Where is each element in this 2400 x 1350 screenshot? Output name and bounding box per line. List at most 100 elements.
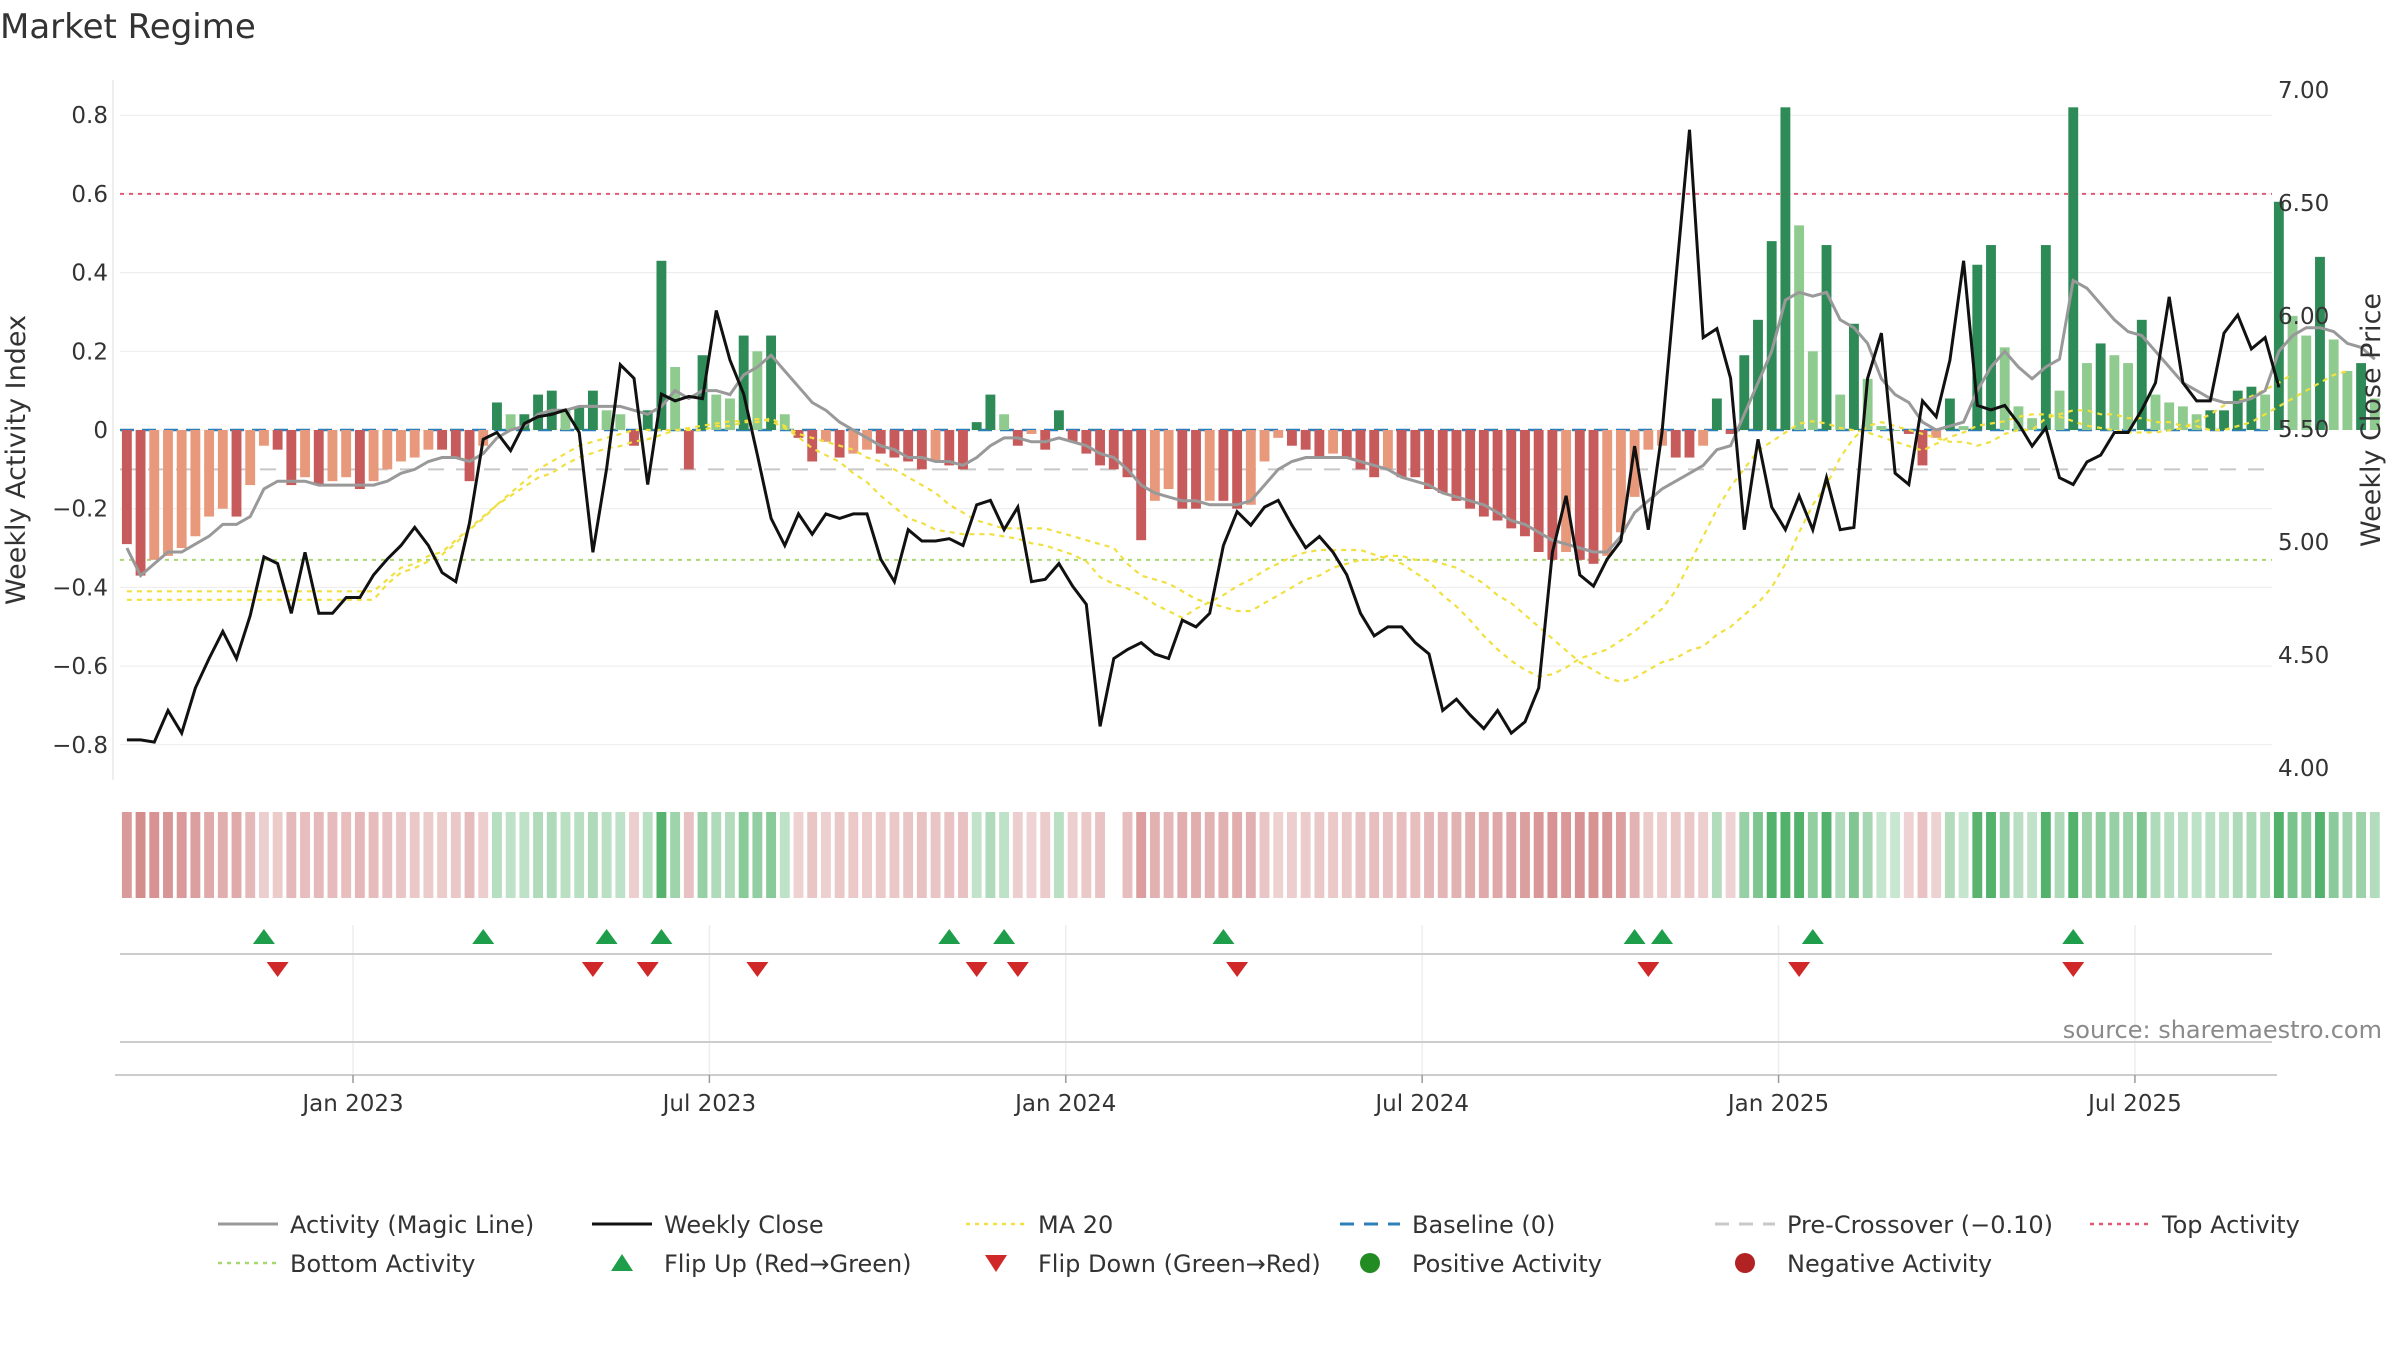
regime-strip-cell bbox=[1574, 812, 1585, 898]
activity-bar bbox=[258, 430, 269, 446]
activity-bar bbox=[2205, 410, 2216, 430]
source-label: source: sharemaestro.com bbox=[2063, 1016, 2382, 1044]
activity-bar bbox=[834, 430, 845, 458]
regime-strip-cell bbox=[231, 812, 242, 898]
legend-label: Positive Activity bbox=[1412, 1250, 1602, 1278]
activity-bar bbox=[1424, 430, 1434, 490]
activity-bar bbox=[1122, 430, 1133, 478]
regime-strip-cell bbox=[1602, 812, 1613, 898]
activity-bar bbox=[2095, 343, 2106, 430]
activity-bar bbox=[1108, 430, 1119, 470]
regime-strip-cell bbox=[1245, 812, 1256, 898]
regime-strip-cell bbox=[1520, 812, 1530, 898]
activity-bar bbox=[1670, 430, 1681, 458]
regime-strip-cell bbox=[1273, 812, 1284, 898]
regime-strip-cell bbox=[2301, 812, 2312, 898]
legend-label: MA 20 bbox=[1038, 1211, 1113, 1239]
activity-bar bbox=[176, 430, 187, 549]
regime-strip-cell bbox=[1122, 812, 1133, 898]
regime-strip-cell bbox=[286, 812, 297, 898]
activity-bar bbox=[1862, 378, 1873, 430]
regime-strip-cell bbox=[1999, 812, 2010, 898]
legend-label: Weekly Close bbox=[664, 1211, 824, 1239]
legend-item: Baseline (0) bbox=[1340, 1211, 1555, 1239]
regime-strip-cell bbox=[1588, 812, 1599, 898]
regime-strip-cell bbox=[2095, 812, 2106, 898]
flip-down-marker bbox=[1006, 962, 1029, 977]
activity-bar bbox=[2315, 256, 2325, 430]
regime-strip-cell bbox=[135, 812, 146, 898]
activity-bar bbox=[2219, 410, 2229, 430]
activity-bar bbox=[766, 335, 777, 430]
ma20-activity-line bbox=[126, 369, 2348, 683]
legend-item: Negative Activity bbox=[1735, 1250, 1992, 1278]
regime-strip-cell bbox=[1547, 812, 1558, 898]
regime-strip-cell bbox=[1643, 812, 1654, 898]
activity-bar bbox=[574, 406, 585, 430]
activity-bar bbox=[423, 430, 434, 450]
activity-bar bbox=[409, 430, 420, 458]
regime-strip-cell bbox=[1095, 812, 1105, 898]
activity-bar bbox=[368, 430, 379, 482]
regime-strip-cell bbox=[916, 812, 927, 898]
activity-bar bbox=[286, 430, 297, 486]
flip-down-marker bbox=[1637, 962, 1660, 977]
activity-bar bbox=[1684, 430, 1695, 458]
regime-strip-cell bbox=[1451, 812, 1462, 898]
activity-bar bbox=[1999, 347, 2010, 430]
regime-strip-cell bbox=[656, 812, 667, 898]
activity-bar bbox=[656, 260, 667, 430]
flip-down-marker bbox=[266, 962, 289, 977]
activity-bar bbox=[313, 430, 324, 486]
regime-strip-cell bbox=[1615, 812, 1626, 898]
regime-strip-cell bbox=[149, 812, 160, 898]
legend-item: Activity (Magic Line) bbox=[218, 1211, 534, 1239]
y-tick-left: −0.8 bbox=[52, 733, 108, 759]
flip-up-marker bbox=[1212, 929, 1235, 944]
activity-bar bbox=[1369, 430, 1380, 478]
activity-bar bbox=[1766, 241, 1777, 430]
activity-bar bbox=[999, 414, 1010, 430]
activity-bar bbox=[1204, 430, 1215, 501]
activity-bar bbox=[1396, 430, 1407, 478]
legend-swatch bbox=[611, 1254, 633, 1271]
regime-strip-cell bbox=[1629, 812, 1640, 898]
legend-label: Bottom Activity bbox=[290, 1250, 475, 1278]
activity-bar bbox=[820, 430, 831, 442]
activity-bar bbox=[1287, 430, 1297, 446]
regime-strip-cell bbox=[875, 812, 886, 898]
regime-strip-cell bbox=[889, 812, 900, 898]
regime-strip-cell bbox=[820, 812, 831, 898]
regime-strip-cell bbox=[2191, 812, 2202, 898]
activity-bar bbox=[930, 430, 941, 462]
regime-strip-cell bbox=[944, 812, 955, 898]
activity-bar bbox=[1245, 430, 1256, 505]
activity-bar bbox=[1081, 430, 1092, 454]
x-tick-label: Jan 2024 bbox=[1013, 1091, 1116, 1117]
activity-bar bbox=[354, 430, 365, 490]
regime-strip-cell bbox=[2054, 812, 2065, 898]
regime-strip-cell bbox=[396, 812, 406, 898]
activity-bar bbox=[1986, 245, 1996, 430]
regime-strip-cell bbox=[2150, 812, 2161, 898]
regime-strip-cell bbox=[1890, 812, 1900, 898]
activity-bar bbox=[1410, 430, 1421, 478]
regime-strip-cell bbox=[2328, 812, 2339, 898]
regime-strip-cell bbox=[1492, 812, 1503, 898]
legend-label: Pre-Crossover (−0.10) bbox=[1787, 1211, 2053, 1239]
activity-bar bbox=[2027, 418, 2038, 430]
activity-bar bbox=[437, 430, 448, 450]
flip-up-marker bbox=[938, 929, 961, 944]
regime-strip-cell bbox=[300, 812, 310, 898]
regime-strip-cell bbox=[903, 812, 914, 898]
regime-strip-cell bbox=[1204, 812, 1215, 898]
activity-bar bbox=[944, 430, 955, 466]
regime-strip-cell bbox=[1876, 812, 1887, 898]
y-tick-right: 6.00 bbox=[2278, 304, 2329, 330]
activity-bar bbox=[1341, 430, 1352, 458]
activity-bar bbox=[1314, 430, 1325, 458]
regime-strip-cell bbox=[2082, 812, 2092, 898]
regime-strip-cell bbox=[492, 812, 502, 898]
